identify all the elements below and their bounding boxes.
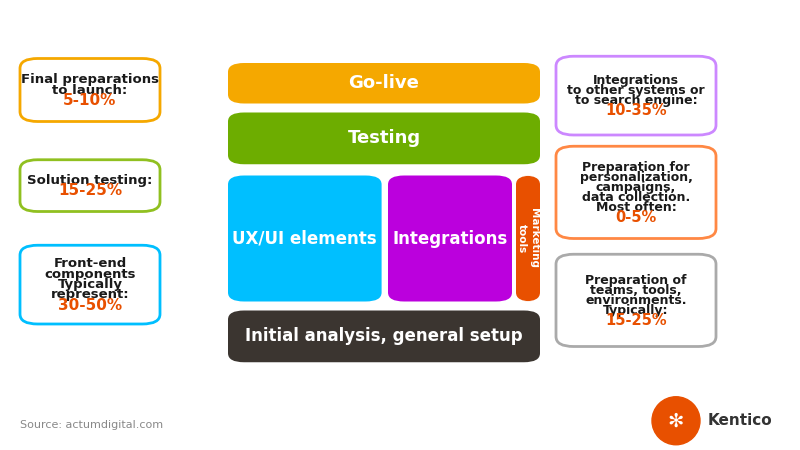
Text: to search engine:: to search engine: xyxy=(574,94,698,107)
Text: to launch:: to launch: xyxy=(52,84,128,96)
FancyBboxPatch shape xyxy=(228,63,540,104)
FancyBboxPatch shape xyxy=(556,146,716,238)
Text: Initial analysis, general setup: Initial analysis, general setup xyxy=(245,328,523,346)
Text: campaigns,: campaigns, xyxy=(596,181,676,194)
Text: 15-25%: 15-25% xyxy=(58,183,122,198)
Text: components: components xyxy=(44,268,136,281)
Text: personalization,: personalization, xyxy=(579,171,693,184)
FancyBboxPatch shape xyxy=(556,56,716,135)
Text: Go-live: Go-live xyxy=(349,74,419,92)
Text: 0-5%: 0-5% xyxy=(615,210,657,225)
Text: represent:: represent: xyxy=(50,288,130,302)
Text: Preparation of: Preparation of xyxy=(586,274,686,287)
Text: 10-35%: 10-35% xyxy=(605,103,667,118)
Text: ✻: ✻ xyxy=(668,411,684,430)
Text: to other systems or: to other systems or xyxy=(567,84,705,97)
Text: Preparation for: Preparation for xyxy=(582,161,690,174)
Text: Integrations: Integrations xyxy=(593,74,679,87)
FancyBboxPatch shape xyxy=(20,245,160,324)
Text: Typically: Typically xyxy=(58,278,122,291)
Text: Kentico: Kentico xyxy=(708,413,773,428)
Ellipse shape xyxy=(652,397,700,445)
Text: UX/UI elements: UX/UI elements xyxy=(233,230,377,248)
Text: Testing: Testing xyxy=(347,130,421,148)
Text: teams, tools,: teams, tools, xyxy=(590,284,682,297)
Text: 15-25%: 15-25% xyxy=(605,313,667,328)
Text: Final preparations: Final preparations xyxy=(21,73,159,86)
FancyBboxPatch shape xyxy=(228,310,540,362)
Text: 30-50%: 30-50% xyxy=(58,298,122,313)
Text: Integrations: Integrations xyxy=(392,230,508,248)
FancyBboxPatch shape xyxy=(388,176,512,302)
Text: Source: actumdigital.com: Source: actumdigital.com xyxy=(20,420,163,430)
FancyBboxPatch shape xyxy=(516,176,540,302)
FancyBboxPatch shape xyxy=(556,254,716,346)
FancyBboxPatch shape xyxy=(20,58,160,122)
Text: 5-10%: 5-10% xyxy=(63,93,117,108)
FancyBboxPatch shape xyxy=(228,112,540,164)
FancyBboxPatch shape xyxy=(228,176,382,302)
Text: Most often:: Most often: xyxy=(596,201,676,214)
FancyBboxPatch shape xyxy=(20,160,160,212)
Text: environments.: environments. xyxy=(586,294,686,307)
Text: Marketing
tools: Marketing tools xyxy=(518,208,539,269)
Text: Typically:: Typically: xyxy=(603,304,669,317)
Text: Solution testing:: Solution testing: xyxy=(27,174,153,187)
Text: Front-end: Front-end xyxy=(54,257,126,270)
Text: data collection.: data collection. xyxy=(582,191,690,204)
